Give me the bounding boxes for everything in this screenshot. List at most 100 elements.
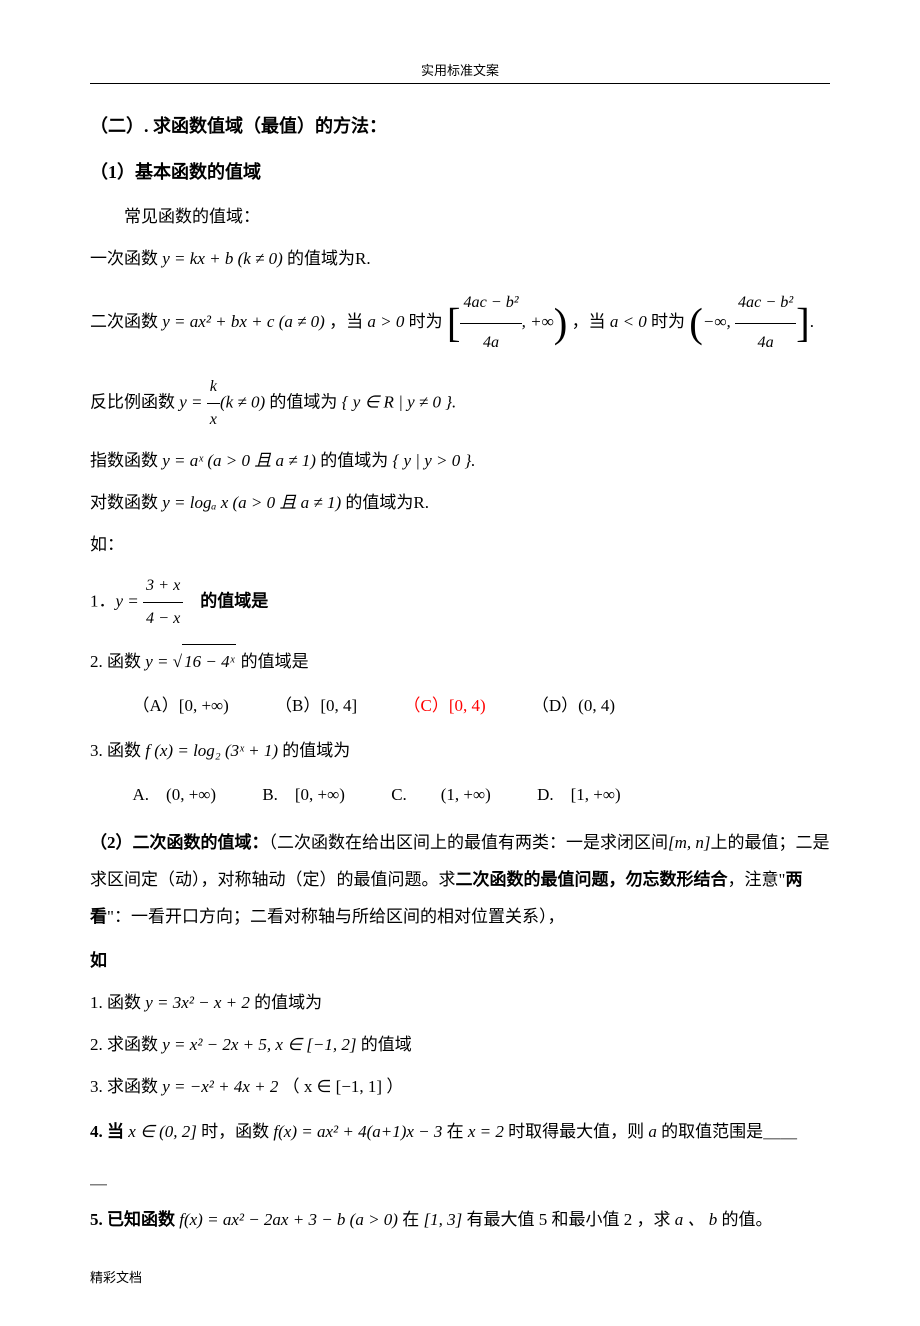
text: 时为 (404, 312, 447, 331)
expr: y = logₐ x (a > 0 且 a ≠ 1) (162, 493, 341, 512)
text: 二次函数 (90, 312, 162, 331)
text: , +∞ (522, 312, 554, 331)
fraction: 4ac − b²4a (735, 284, 796, 363)
expr: y = −x² + 4x + 2 (162, 1077, 278, 1096)
label: 1． (90, 592, 116, 611)
option-b: （B）[0, 4] (275, 687, 357, 724)
text: 一次函数 (90, 249, 162, 268)
s1-q2-options: （A）[0, +∞) （B）[0, 4] （C）[0, 4) （D）(0, 4) (90, 687, 830, 724)
set: { y ∈ R | y ≠ 0 }. (342, 392, 457, 411)
s2-q3: 3. 求函数 y = −x² + 4x + 2 （ x ∈ [−1, 1] ） (90, 1070, 830, 1104)
page-header: 实用标准文案 (90, 60, 830, 84)
text: "：一看开口方向；二看对称轴与所给区间的相对位置关系）， (107, 907, 564, 926)
label: 3. 函数 (90, 741, 145, 760)
expr: f(x) = ax² − 2ax + 3 − b (a > 0) (179, 1210, 398, 1229)
s1-q3: 3. 函数 f (x) = log₂ (3ˣ + 1) 的值域为 (90, 734, 830, 768)
text: 的值域为R. (341, 493, 429, 512)
tail: 的值域是 (200, 592, 268, 611)
label: 4. 当 (90, 1122, 128, 1141)
den: 4 − x (143, 603, 183, 635)
option-d: （D）(0, 4) (532, 687, 615, 724)
label: 2. 函数 (90, 652, 145, 671)
tail: 的值域 (356, 1035, 411, 1054)
label: 2. 求函数 (90, 1035, 162, 1054)
option-b: B. [0, +∞) (262, 776, 345, 813)
s2-block: （2）二次函数的值域：（二次函数在给出区间上的最值有两类：一是求闭区间[m, n… (90, 824, 830, 936)
label: 3. 求函数 (90, 1077, 162, 1096)
option-d: D. [1, +∞) (537, 776, 621, 813)
expr: f(x) = ax² + 4(a+1)x − 3 (273, 1122, 442, 1141)
text: 时取得最大值，则 (504, 1122, 649, 1141)
text: −∞, (703, 312, 735, 331)
expr: f (x) = log₂ (3ˣ + 1) (145, 741, 278, 760)
den: 4a (460, 324, 521, 363)
text: 在 (398, 1210, 424, 1229)
text: 有最大值 5 和最小值 2 ，求 (462, 1210, 675, 1229)
expr: y = aˣ (a > 0 且 a ≠ 1) (162, 451, 316, 470)
vars: a 、 b (675, 1210, 718, 1229)
text: 在 (442, 1122, 468, 1141)
num: 4ac − b² (735, 284, 796, 324)
text: 的值域为 (316, 451, 393, 470)
text: ，当 (325, 312, 368, 331)
text: 的值域为 (265, 392, 342, 411)
text: 时为 (647, 312, 690, 331)
s1-linear: 一次函数 y = kx + b (k ≠ 0) 的值域为R. (90, 242, 830, 276)
interval: [m, n] (668, 833, 711, 852)
s2-q2: 2. 求函数 y = x² − 2x + 5, x ∈ [−1, 2] 的值域 (90, 1028, 830, 1062)
num: 3 + x (143, 570, 183, 603)
s1-exp: 指数函数 y = aˣ (a > 0 且 a ≠ 1) 的值域为 { y | y… (90, 444, 830, 478)
page: 实用标准文案 （二）. 求函数值域（最值）的方法： （1）基本函数的值域 常见函… (0, 0, 920, 1326)
text: 指数函数 (90, 451, 162, 470)
tail: 的值。 (717, 1210, 772, 1229)
tail: 的值域是 (236, 652, 308, 671)
at: x = 2 (468, 1122, 504, 1141)
s1-q3-options: A. (0, +∞) B. [0, +∞) C. (1, +∞) D. [1, … (90, 776, 830, 813)
expr: y = 3x² − x + 2 (145, 993, 250, 1012)
tail: 的值域为 (250, 993, 322, 1012)
expr: y = (179, 392, 207, 411)
den: x (207, 404, 220, 436)
num: 4ac − b² (460, 284, 521, 324)
num: k (207, 371, 220, 404)
text: ，当 (567, 312, 610, 331)
s1-quadratic: 二次函数 y = ax² + bx + c (a ≠ 0) ，当 a > 0 时… (90, 284, 830, 363)
s2-title: （2）二次函数的值域： (90, 833, 269, 852)
s2-q5: 5. 已知函数 f(x) = ax² − 2ax + 3 − b (a > 0)… (90, 1203, 830, 1237)
option-c: （C）[0, 4) (403, 687, 485, 724)
option-a: （A）[0, +∞) (133, 687, 229, 724)
s1-q2: 2. 函数 y = √16 − 4ˣ 的值域是 (90, 644, 830, 679)
label: 5. 已知函数 (90, 1210, 179, 1229)
expr: y = √ (145, 652, 182, 671)
s1-lead: 常见函数的值域： (90, 200, 830, 234)
option-a: A. (0, +∞) (133, 776, 217, 813)
text: 反比例函数 (90, 392, 179, 411)
s1-q1: 1．y = 3 + x4 − x 的值域是 (90, 570, 830, 636)
fraction: 4ac − b²4a (460, 284, 521, 363)
expr: y = ax² + bx + c (a ≠ 0) (162, 312, 325, 331)
expr: y = (116, 592, 144, 611)
bracket: ] (796, 300, 810, 345)
var: a (648, 1122, 657, 1141)
fraction: kx (207, 371, 220, 437)
bracket: ) (554, 300, 568, 345)
text: 的值域为R. (283, 249, 371, 268)
option-c: C. (1, +∞) (391, 776, 491, 813)
text: 时，函数 (197, 1122, 274, 1141)
s1-eg-label: 如： (90, 528, 830, 562)
cond: a > 0 (367, 312, 404, 331)
tail: 的取值范围是＿＿ (657, 1122, 797, 1141)
main-title: （二）. 求函数值域（最值）的方法： (90, 112, 830, 138)
cond: a < 0 (610, 312, 647, 331)
cond: x ∈ (0, 2] (128, 1122, 197, 1141)
s1-reciprocal: 反比例函数 y = kx(k ≠ 0) 的值域为 { y ∈ R | y ≠ 0… (90, 371, 830, 437)
bracket: ( (689, 300, 703, 345)
text-bold: 二次函数的最值问题，勿忘数形结合 (456, 870, 728, 889)
expr: y = kx + b (k ≠ 0) (162, 249, 283, 268)
set: { y | y > 0 }. (392, 451, 475, 470)
blank-line: ＿ (90, 1161, 830, 1195)
text: （二次函数在给出区间上的最值有两类：一是求闭区间 (269, 833, 669, 852)
text: ，注意" (728, 870, 786, 889)
sqrt-content: 16 − 4ˣ (182, 644, 236, 679)
text: 对数函数 (90, 493, 162, 512)
